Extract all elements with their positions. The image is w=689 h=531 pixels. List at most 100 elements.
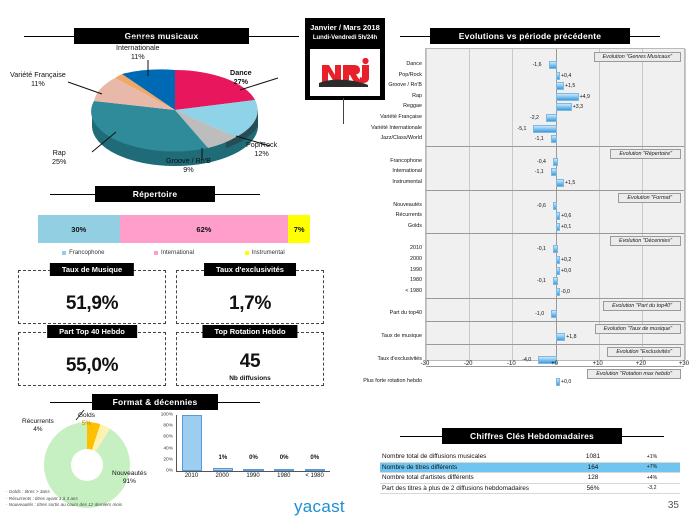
repertoire-stacked-bar: 30% 62% 7% — [38, 215, 310, 243]
evolution-bar-value: +0,0 — [561, 267, 572, 274]
decennies-value-label: 1% — [218, 455, 228, 461]
pie-label-variete-internationale: Variété Internationale 11% — [116, 34, 160, 61]
evolution-group-tag: Evolution "Rotation max hebdo" — [587, 369, 681, 380]
x-label: 2010 — [184, 473, 199, 479]
section-title-repertoire: Répertoire — [95, 186, 215, 202]
evolution-bar — [555, 378, 560, 387]
evolution-bar-value: -1,1 — [534, 169, 544, 176]
kpi-value: 45 — [239, 351, 261, 372]
x-tick-label: -30 — [420, 361, 430, 367]
pie-label-poprock: Pop/Rock 12% — [246, 140, 278, 158]
group-separator — [426, 343, 684, 345]
kpi-value: 1,7% — [228, 293, 272, 314]
y-tick: 60% — [163, 434, 173, 440]
banner-genres: Genres musicaux — [24, 28, 319, 44]
pie-svg — [67, 60, 279, 166]
donut-label-golds-name: Golds — [78, 412, 95, 419]
donut-label-recurrents-value: 4% — [33, 426, 43, 434]
legend-swatch-instrumental — [244, 251, 249, 255]
evolution-bar — [550, 168, 558, 177]
evolution-row-label: Reggae — [403, 103, 422, 110]
gridline — [426, 49, 427, 360]
evolution-row-label: Instrumental — [392, 179, 422, 185]
bar-2000 — [212, 468, 234, 471]
evolution-group-tag: Evolution "Exclusivités" — [607, 346, 681, 357]
evolution-row-label: Récurrents — [395, 212, 422, 219]
banner-repertoire: Répertoire — [50, 186, 300, 202]
evolution-bar-value: +3,3 — [572, 104, 583, 111]
decennies-value-label: 0% — [279, 455, 289, 461]
evolution-row-label: 2010 — [410, 245, 422, 252]
evolution-bar-value: -1,6 — [532, 62, 542, 68]
evolution-bar — [546, 114, 558, 122]
legend-swatch-international — [153, 251, 158, 255]
decennies-column — [269, 415, 300, 471]
evolution-group-tag: Evolution "Décennies" — [610, 236, 681, 247]
kpi-part-top40-hebdo: Part Top 40 Hebdo 55,0% — [18, 325, 166, 386]
evolution-bar — [533, 124, 558, 133]
evolution-bar-value: +4,9 — [579, 93, 590, 100]
banner-rule-left — [400, 35, 430, 37]
banner-rule-left — [24, 35, 74, 37]
x-label: 1980 — [277, 473, 291, 479]
x-tick-label: -20 — [463, 361, 473, 367]
banner-format-decennies: Format & décennies — [50, 394, 300, 410]
x-tick-label: +0 — [551, 361, 558, 367]
decennies-column — [177, 415, 208, 471]
x-tick-label: +30 — [678, 361, 689, 367]
evolution-bar-value: +0,1 — [561, 223, 572, 230]
pie-label-groove: Groove / Rn'B 9% — [166, 156, 211, 174]
x-label: < 1980 — [305, 473, 324, 479]
evolution-bar-value: -2,2 — [530, 115, 539, 121]
donut-leader-lines — [75, 409, 85, 421]
section-title-evolutions: Evolutions vs période précédente — [430, 28, 630, 44]
evolution-bar — [553, 277, 558, 286]
genres-pie-chart: Dance 27% Pop/Rock 12% Groove / Rn'B 9% … — [10, 34, 320, 178]
table-cell-value: 56% — [586, 484, 600, 492]
evolution-bar-value: +0,0 — [561, 379, 572, 386]
decennies-column — [208, 415, 239, 471]
evolution-bar — [552, 201, 558, 210]
section-title-chiffres: Chiffres Clés Hebdomadaires — [442, 428, 622, 444]
footnotes: · Golds : titres > 3ans · Récurrents : t… — [6, 489, 122, 509]
evolution-bar — [555, 287, 560, 296]
banner-evolutions: Evolutions vs période précédente — [400, 28, 685, 44]
period-card: Janvier / Mars 2018 Lundi-Vendredi 5h/24… — [305, 18, 385, 100]
table-cell-label: Nombre total de diffusions musicales — [382, 453, 487, 461]
y-tick: 40% — [163, 446, 173, 452]
table-cell-delta: +4% — [646, 474, 658, 481]
donut-label-nouveautes: Nouveautés 91% — [112, 470, 147, 486]
evolution-row-label: Francophone — [390, 157, 422, 164]
gridline — [469, 49, 471, 360]
table-cell-value: 164 — [587, 463, 599, 471]
group-separator — [426, 298, 684, 300]
pie-label-variete-francaise: Variété Française 11% — [10, 70, 66, 88]
donut-hole — [71, 449, 103, 481]
evolutions-x-axis: -30 -20 -10 +0 +10 +20 +30 — [421, 361, 689, 373]
evolution-row-label: < 1980 — [405, 287, 422, 294]
group-separator — [426, 233, 684, 235]
y-tick: 100% — [160, 412, 173, 418]
x-label: 1990 — [246, 473, 260, 479]
donut-label-recurrents-name: Récurrents — [22, 418, 54, 425]
donut-label-golds-value: 5% — [81, 420, 92, 428]
section-title-format-decennies: Format & décennies — [92, 394, 218, 410]
evolution-bar — [538, 355, 558, 364]
gridline — [512, 49, 514, 360]
evolution-row-label: Variété Française — [380, 114, 422, 120]
decennies-bar-chart: 100% 80% 60% 40% 20% 0% 99% 1% 0% 0% 0% … — [155, 406, 330, 487]
evolution-row-label: Pop/Rock — [398, 71, 422, 78]
kpi-value: 55,0% — [65, 355, 119, 376]
evolution-bar-value: -0,1 — [537, 278, 546, 285]
evolution-bar-value: -1,1 — [534, 136, 544, 143]
evolutions-chart: Dance Pop/Rock Groove / Rn'B Rap Reggae Varié… — [352, 48, 689, 393]
bar-1990 — [243, 469, 264, 471]
repertoire-segment-instrumental: 7% — [288, 215, 310, 243]
evolution-bar-value: -0,0 — [561, 288, 570, 295]
table-row: Nombre de titres différents 164 +7% — [380, 462, 680, 473]
evolution-row-label: 1980 — [410, 277, 422, 284]
banner-rule-right — [215, 193, 260, 195]
evolution-bar-value: +0,4 — [561, 72, 572, 79]
footnote-nouveautes: · Nouveautés : titres sortis au cours de… — [6, 502, 123, 508]
group-separator — [426, 321, 684, 322]
